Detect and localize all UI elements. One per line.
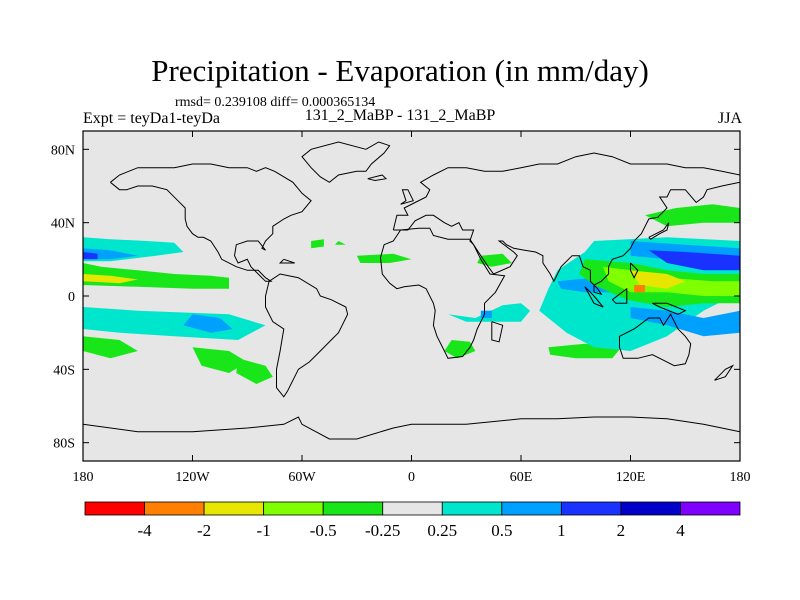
comparison-label: 131_2_MaBP - 131_2_MaBP: [304, 107, 496, 124]
colorbar-swatch-6: [441, 501, 503, 516]
field-region-27: [634, 285, 646, 293]
field-region-26: [630, 270, 686, 289]
coastline-layer: [83, 141, 740, 461]
coastline-13: [278, 258, 295, 264]
x-tick-label-3: 0: [408, 470, 415, 485]
field-region-12: [334, 241, 346, 245]
y-tick-label-0: 80N: [51, 143, 75, 158]
coastline-15: [611, 287, 628, 304]
field-region-8: [192, 347, 248, 373]
colorbar-swatch-8: [560, 501, 622, 516]
coastline-10: [584, 286, 604, 308]
experiment-label: Expt = teyDa1-teyDa: [83, 110, 220, 127]
colorbar-label-0: -4: [137, 521, 152, 540]
field-region-1: [83, 274, 138, 284]
colorbar-label-9: 4: [676, 521, 685, 540]
x-axis: 180 120W 60W 0 60E 120E 180: [73, 131, 751, 485]
colorbar-label-7: 1: [557, 521, 566, 540]
field-region-10: [311, 239, 324, 249]
field-region-14: [480, 310, 492, 318]
coastline-16: [630, 262, 639, 279]
field-region-11: [356, 253, 412, 263]
coastline-14: [652, 302, 687, 315]
field-region-21: [648, 250, 740, 271]
field-region-7: [83, 336, 138, 359]
x-tick-label-1: 120W: [175, 470, 210, 485]
colorbar: -4 -2 -1 -0.5 -0.25 0.25 0.5 1 2 4: [84, 501, 741, 540]
colorbar-swatch-7: [501, 501, 562, 516]
y-tick-label-4: 80S: [53, 437, 75, 452]
coastline-0: [301, 141, 391, 183]
coastline-11: [714, 364, 735, 381]
colorbar-swatch-0: [84, 501, 145, 516]
field-region-16: [444, 340, 476, 359]
coastline-9: [491, 321, 504, 343]
x-tick-label-5: 120E: [616, 470, 646, 485]
field-region-5: [83, 307, 266, 340]
colorbar-swatch-3: [263, 501, 324, 516]
field-region-22: [630, 307, 740, 337]
season-label: JJA: [717, 110, 742, 127]
coastline-8: [400, 189, 415, 205]
x-tick-label-2: 60W: [288, 470, 316, 485]
colorbar-swatch-9: [620, 501, 681, 516]
field-region-9: [236, 358, 273, 384]
colorbar-swatch-1: [144, 501, 205, 516]
x-tick-label-0: 180: [73, 470, 94, 485]
colorbar-swatch-4: [322, 501, 384, 516]
colorbar-label-3: -0.5: [310, 521, 337, 540]
colorbar-label-4: -0.25: [365, 521, 400, 540]
x-tick-label-6: 180: [730, 470, 751, 485]
coastline-5: [619, 313, 692, 367]
colorbar-swatch-10: [680, 501, 741, 516]
y-tick-label-3: 40S: [53, 363, 75, 378]
coastline-7: [648, 222, 670, 240]
coastline-12: [367, 174, 388, 182]
chart-title: Precipitation - Evaporation (in mm/day): [151, 53, 649, 88]
colorbar-label-6: 0.5: [491, 521, 512, 540]
coastline-1: [110, 163, 312, 282]
colorbar-label-1: -2: [197, 521, 211, 540]
coastline-4: [380, 227, 506, 359]
y-axis: 80N 40N 0 40S 80S: [51, 143, 740, 452]
colorbar-swatch-2: [203, 501, 265, 516]
coastline-3: [392, 152, 740, 296]
stats-text: rmsd= 0.239108 diff= 0.000365134: [175, 95, 376, 110]
field-region-6: [183, 314, 233, 333]
coastline-6: [83, 416, 740, 461]
colorbar-swatch-5: [382, 501, 443, 516]
colorbar-label-8: 2: [617, 521, 626, 540]
x-tick-label-4: 60E: [510, 470, 533, 485]
field-layer: [83, 204, 740, 384]
field-region-4: [83, 252, 98, 260]
colorbar-label-5: 0.25: [427, 521, 457, 540]
y-tick-label-1: 40N: [51, 217, 75, 232]
coastline-2: [265, 273, 349, 398]
y-tick-label-2: 0: [68, 290, 75, 305]
colorbar-label-2: -1: [257, 521, 271, 540]
field-region-18: [645, 204, 740, 227]
